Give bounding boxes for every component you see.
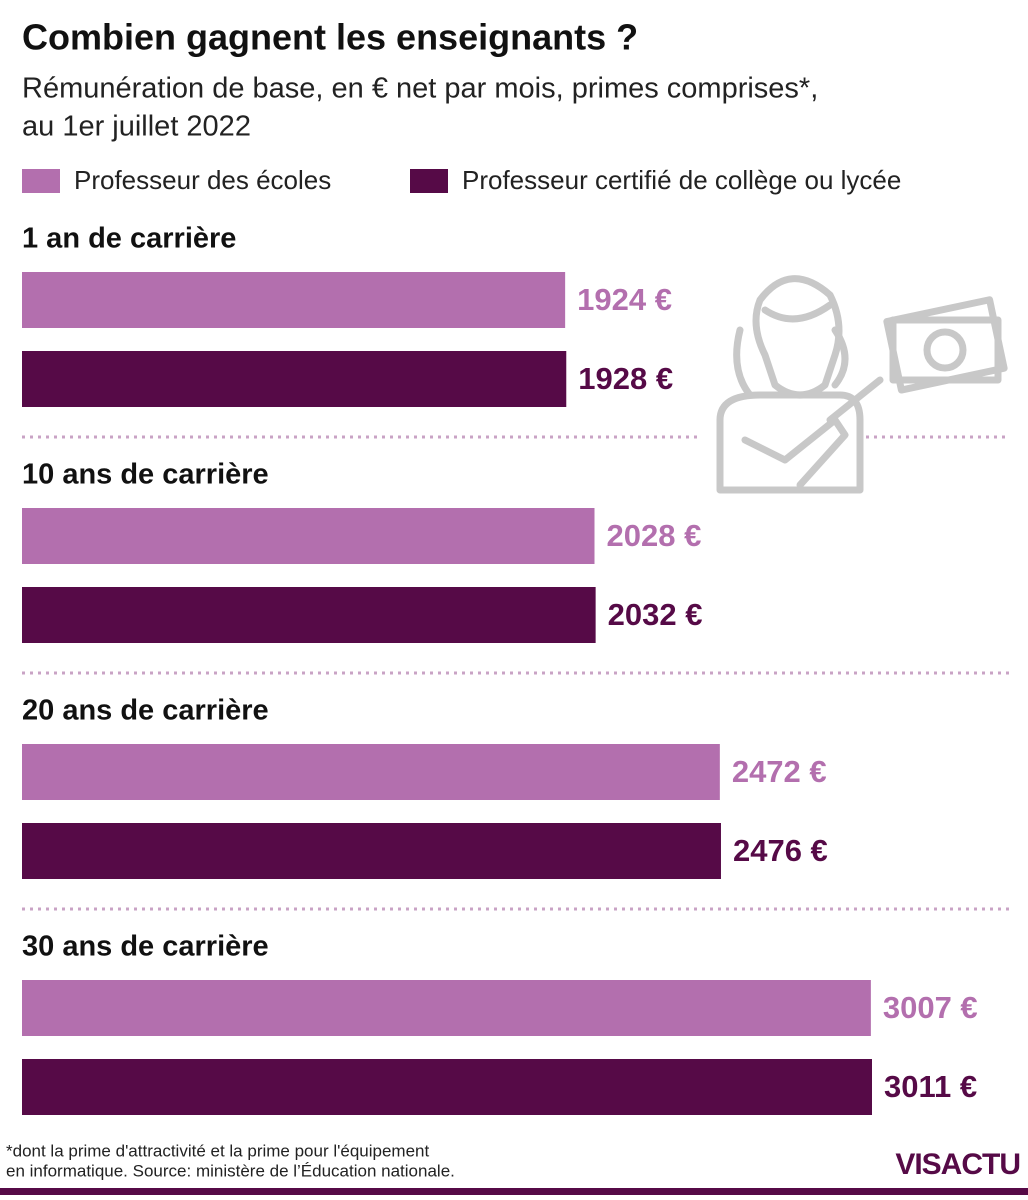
- value-label: 2472 €: [732, 754, 827, 789]
- legend-label: Professeur certifié de collège ou lycée: [462, 165, 901, 195]
- bar: [22, 1059, 872, 1115]
- bar: [22, 744, 720, 800]
- legend-label: Professeur des écoles: [74, 165, 331, 195]
- group-label: 30 ans de carrière: [22, 931, 269, 963]
- chart-subtitle: Rémunération de base, en € net par mois,…: [22, 73, 818, 105]
- footnote: *dont la prime d'attractivité et la prim…: [6, 1141, 429, 1160]
- bar: [22, 980, 871, 1036]
- footnote: en informatique. Source: ministère de l’…: [6, 1161, 455, 1180]
- bar: [22, 823, 721, 879]
- credit-logo: VISACTU: [895, 1148, 1020, 1181]
- group-label: 20 ans de carrière: [22, 695, 269, 727]
- value-label: 1924 €: [577, 282, 672, 317]
- value-label: 1928 €: [578, 361, 673, 396]
- value-label: 3011 €: [884, 1069, 977, 1104]
- legend-swatch: [22, 169, 60, 193]
- bar: [22, 272, 566, 328]
- footer-bar: [0, 1188, 1028, 1195]
- value-label: 2028 €: [607, 518, 702, 553]
- value-label: 2476 €: [733, 833, 828, 868]
- bar: [22, 587, 596, 643]
- group-label: 1 an de carrière: [22, 223, 236, 255]
- value-label: 2032 €: [608, 597, 703, 632]
- legend-swatch: [410, 169, 448, 193]
- teacher-illustration: [716, 275, 1008, 494]
- group-label: 10 ans de carrière: [22, 459, 269, 491]
- chart-title: Combien gagnent les enseignants ?: [22, 17, 638, 58]
- value-label: 3007 €: [883, 990, 978, 1025]
- chart-subtitle: au 1er juillet 2022: [22, 111, 251, 143]
- bar: [22, 508, 595, 564]
- bar: [22, 351, 567, 407]
